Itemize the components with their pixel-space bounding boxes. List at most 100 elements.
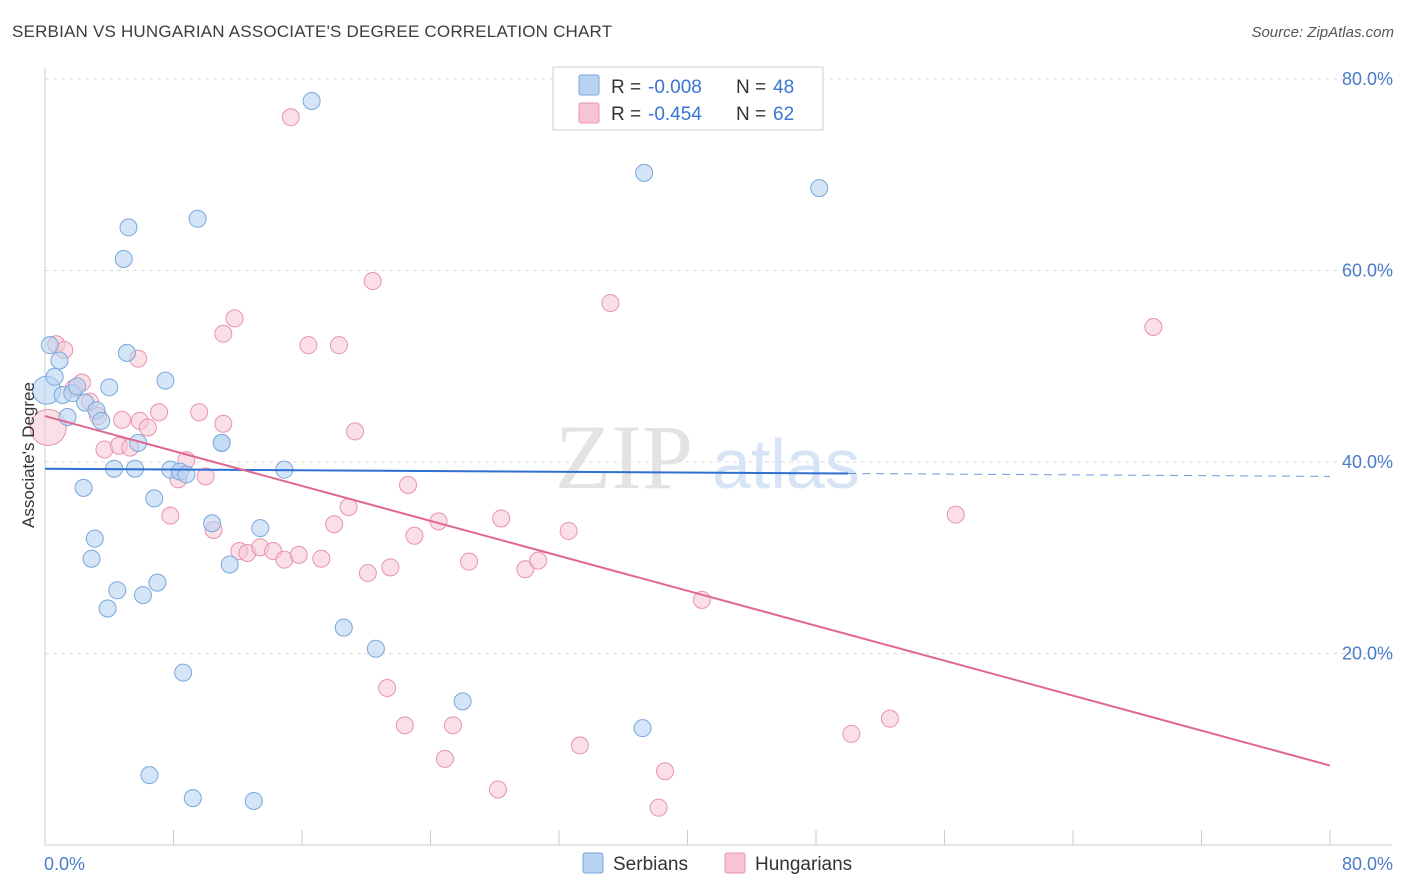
serbian-point xyxy=(174,663,193,682)
serbian-point xyxy=(108,581,127,600)
serbian-point xyxy=(119,218,138,237)
legend-r-label-serbian: R = xyxy=(611,77,641,98)
hungarian-point xyxy=(649,798,668,817)
hungarian-point xyxy=(161,506,180,525)
serbian-point xyxy=(177,465,196,484)
hungarian-point xyxy=(880,709,899,728)
hungarian-point xyxy=(946,505,965,524)
hungarian-point xyxy=(570,736,589,755)
x-tick-label-left: 0.0% xyxy=(44,854,85,874)
axes-layer xyxy=(44,68,1392,846)
hungarian-point xyxy=(325,515,344,534)
serbian-point xyxy=(74,478,93,497)
legend-hungarian-swatch xyxy=(578,102,600,124)
serbian-points xyxy=(32,92,829,810)
hungarian-point xyxy=(214,414,233,433)
serbian-point xyxy=(148,573,167,592)
serbian-point xyxy=(203,514,222,533)
serbian-point xyxy=(453,692,472,711)
hungarian-point xyxy=(312,549,331,568)
y-tick-label: 60.0% xyxy=(1342,261,1393,281)
serbian-point xyxy=(68,377,87,396)
hungarian-point xyxy=(329,336,348,355)
hungarian-point xyxy=(460,552,479,571)
hungarian-point xyxy=(395,716,414,735)
hungarian-point xyxy=(656,762,675,781)
serbian-point xyxy=(40,336,59,355)
hungarian-point xyxy=(559,521,578,540)
source-label: Source: ZipAtlas.com xyxy=(1251,24,1394,41)
serbian-point xyxy=(212,433,231,452)
serbian-point xyxy=(145,489,164,508)
legend-r-value-serbian: -0.008 xyxy=(648,77,702,98)
serbian-point xyxy=(810,179,829,198)
legend-n-label-serbian: N = xyxy=(736,77,766,98)
legend-bottom-serbians: Serbians xyxy=(613,854,688,875)
hungarian-point xyxy=(443,716,462,735)
trend-lines xyxy=(44,415,1331,767)
y-tick-label: 80.0% xyxy=(1342,69,1393,89)
hungarian-point xyxy=(289,545,308,564)
serbian-point xyxy=(133,586,152,605)
legend-r-label-hungarian: R = xyxy=(611,104,641,125)
hungarian-point xyxy=(492,509,511,528)
legend-serbian-swatch xyxy=(578,74,600,96)
legend-bottom: Serbians Hungarians xyxy=(582,852,852,875)
hungarian-trend-line xyxy=(44,415,1331,767)
y-axis-label: Associate's Degree xyxy=(19,382,38,528)
serbian-point xyxy=(82,549,101,568)
hungarian-point xyxy=(842,724,861,743)
legend-n-value-serbian: 48 xyxy=(773,77,794,98)
x-tick-label-right: 80.0% xyxy=(1342,854,1393,874)
hungarian-point xyxy=(225,309,244,328)
serbian-point xyxy=(50,351,69,370)
legend-n-label-hungarian: N = xyxy=(736,104,766,125)
hungarian-point xyxy=(281,108,300,127)
hungarian-point xyxy=(346,422,365,441)
hungarian-point xyxy=(405,526,424,545)
serbian-point xyxy=(183,789,202,808)
serbian-point xyxy=(220,555,239,574)
legend-bottom-hungarians: Hungarians xyxy=(755,854,852,875)
serbian-point xyxy=(244,791,263,810)
hungarian-point xyxy=(378,678,397,697)
legend-bottom-hungarian-swatch xyxy=(724,852,746,874)
legend-bottom-serbian-swatch xyxy=(582,852,604,874)
hungarian-point xyxy=(138,418,157,437)
hungarian-point xyxy=(358,564,377,583)
serbian-point xyxy=(98,599,117,618)
serbian-point xyxy=(92,411,111,430)
tick-labels: 20.0% 40.0% 60.0% 80.0% 0.0% 80.0% xyxy=(44,69,1393,874)
watermark-zip: ZIP xyxy=(555,406,693,508)
serbian-point xyxy=(45,367,64,386)
hungarian-point xyxy=(363,272,382,291)
serbian-point xyxy=(633,719,652,738)
hungarian-point xyxy=(150,403,169,422)
y-tick-label: 40.0% xyxy=(1342,452,1393,472)
serbian-point xyxy=(251,519,270,538)
serbian-trend-line xyxy=(44,467,849,475)
hungarian-point xyxy=(435,749,454,768)
hungarian-point xyxy=(488,780,507,799)
serbian-point xyxy=(85,529,104,548)
legend-top: R = -0.008 N = 48 R = -0.454 N = 62 xyxy=(552,66,824,131)
hungarian-point xyxy=(381,558,400,577)
serbian-point xyxy=(140,766,159,785)
watermark-atlas: atlas xyxy=(712,425,860,503)
serbian-point xyxy=(302,92,321,111)
serbian-point xyxy=(100,378,119,397)
serbian-point xyxy=(188,209,207,228)
chart-title: SERBIAN VS HUNGARIAN ASSOCIATE'S DEGREE … xyxy=(12,22,613,41)
grid-layer xyxy=(45,78,1392,654)
hungarian-point xyxy=(1144,317,1163,336)
hungarian-point xyxy=(214,324,233,343)
hungarian-point xyxy=(516,560,535,579)
hungarian-points xyxy=(29,108,1163,817)
serbian-point xyxy=(635,163,654,182)
serbian-point xyxy=(334,618,353,637)
serbian-point xyxy=(114,250,133,269)
hungarian-point xyxy=(196,467,215,486)
legend-r-value-hungarian: -0.454 xyxy=(648,104,702,125)
hungarian-point xyxy=(190,403,209,422)
